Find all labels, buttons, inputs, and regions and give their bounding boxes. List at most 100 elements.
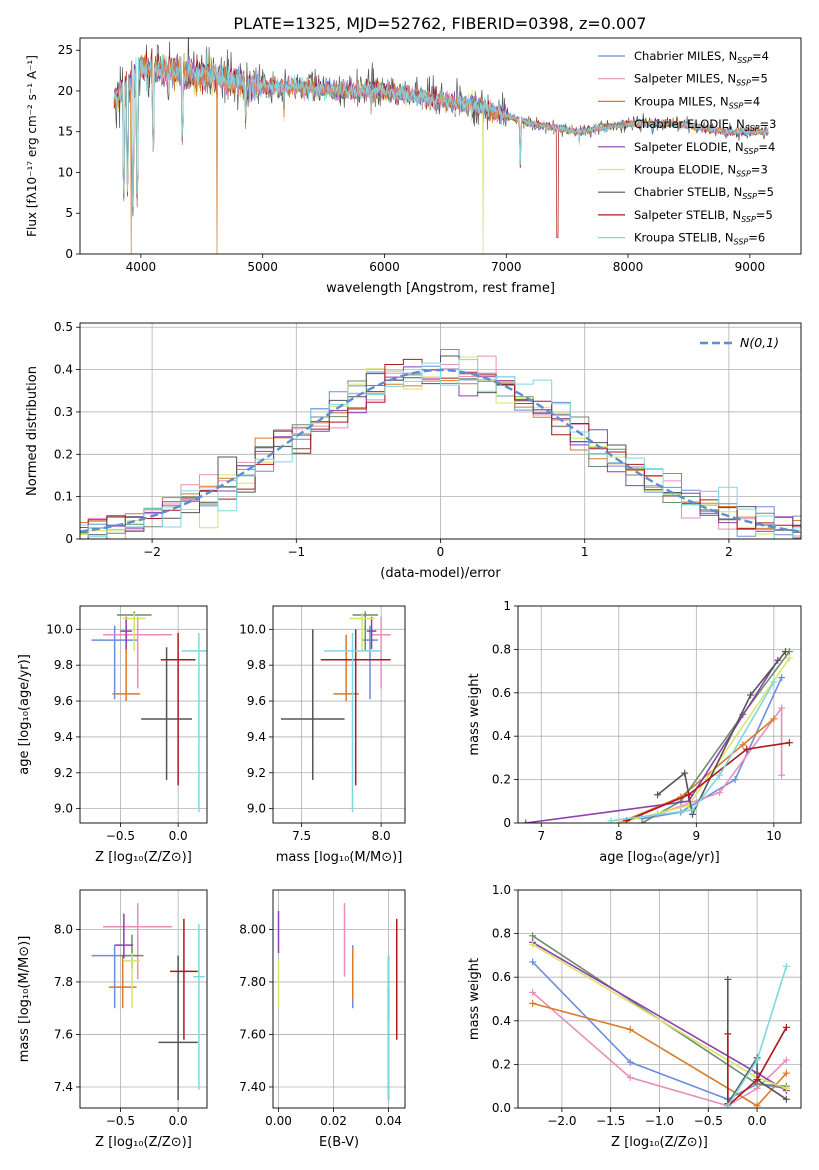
legend-series-name: Kroupa ELODIE	[634, 163, 720, 177]
legend-nssp-eq: =	[748, 231, 758, 245]
y-tick-label: 1.0	[492, 883, 511, 897]
x-axis-label: Z [log₁₀(Z/Z⊙)]	[611, 1135, 708, 1150]
legend-nssp-prefix: , N	[729, 117, 745, 131]
y-tick-label: 7.8	[54, 975, 73, 989]
legend-entry: Kroupa MILES, NSSP=4	[634, 94, 760, 110]
legend-nssp-eq: =	[757, 185, 767, 199]
y-tick-label: 25	[58, 43, 73, 57]
legend-series-name: Chabrier MILES	[634, 49, 721, 63]
histogram-step	[80, 366, 801, 539]
panel-age-vs-mass: 7.5 8.0 9.0 9.2 9.4 9.6 9.8 10.0 mass [log₁₀(M/M…	[239, 605, 406, 865]
y-tick-label: 20	[58, 84, 73, 98]
legend-entry: Salpeter ELODIE, NSSP=4	[634, 140, 775, 156]
x-tick-label: 5000	[247, 260, 278, 274]
y-tick-label: 0.3	[54, 405, 73, 419]
x-tick-label: −2	[143, 545, 161, 559]
y-tick-label: 10.0	[46, 622, 73, 636]
legend-nssp-eq: =	[760, 117, 770, 131]
y-tick-label: 7.60	[239, 1027, 266, 1041]
legend-nssp-subscript: SSP	[745, 124, 760, 133]
legend-series-name: Chabrier ELODIE	[634, 117, 729, 131]
weight-line	[727, 1026, 788, 1108]
panel-massweight-vs-age: 7 8 9 10 0 0.2 0.4 0.6 0.8 1 age [log₁₀(age/yr)] ma…	[467, 599, 802, 865]
legend-series-name: Kroupa MILES	[634, 94, 713, 108]
legend-entry: Salpeter MILES, NSSP=5	[634, 72, 768, 88]
x-tick-label: 0.02	[320, 1114, 347, 1128]
legend-series-name: Salpeter MILES	[634, 72, 720, 86]
y-tick-label: 7.40	[239, 1080, 266, 1094]
y-tick-label: 9.2	[54, 766, 73, 780]
panel-spectrum: 4000 5000 6000 7000 8000 9000 0 5 10 15 20 25 wavele…	[25, 37, 802, 296]
y-tick-label: 9.0	[247, 802, 266, 816]
legend-series-name: Salpeter ELODIE	[634, 140, 728, 154]
x-tick-label: 9000	[735, 260, 766, 274]
y-tick-label: 0	[65, 247, 73, 261]
normal-curve	[80, 368, 801, 533]
legend-series-name: Chabrier STELIB	[634, 185, 726, 199]
figure-title: PLATE=1325, MJD=52762, FIBERID=0398, z=0…	[233, 14, 646, 33]
legend-nssp-subscript: SSP	[742, 192, 757, 201]
legend-nssp-value: 3	[769, 117, 776, 131]
legend-nssp-eq: =	[743, 94, 753, 108]
y-tick-label: 8.0	[54, 922, 73, 936]
x-axis-label: E(B-V)	[319, 1135, 359, 1150]
legend-nssp-eq: =	[751, 163, 761, 177]
legend-nssp-subscript: SSP	[744, 147, 759, 156]
legend-nssp-subscript: SSP	[736, 170, 751, 179]
y-axis-label: mass weight	[467, 673, 482, 755]
legend-entry: Kroupa ELODIE, NSSP=3	[634, 163, 768, 179]
y-tick-label: 9.6	[247, 694, 266, 708]
y-tick-label: 9.0	[54, 802, 73, 816]
y-tick-label: 10	[58, 165, 73, 179]
x-tick-label: 8.0	[372, 829, 391, 843]
y-tick-label: 8.00	[239, 922, 266, 936]
axes-frame	[79, 322, 802, 540]
panel-mass-vs-Z: −0.5 0.0 7.4 7.6 7.8 8.0 Z [log₁₀(Z/Z⊙)] mass […	[17, 889, 208, 1150]
legend-nssp-value: 6	[758, 231, 765, 245]
legend-entry: Chabrier ELODIE, NSSP=3	[634, 117, 776, 133]
y-tick-label: 0.0	[492, 1101, 511, 1115]
y-tick-label: 0.1	[54, 490, 73, 504]
y-tick-label: 15	[58, 125, 73, 139]
axes-frame	[517, 605, 802, 824]
x-axis-label: Z [log₁₀(Z/Z⊙)]	[95, 1135, 192, 1150]
legend-nssp-subscript: SSP	[734, 238, 749, 247]
x-tick-label: 7	[537, 829, 545, 843]
legend-nssp-subscript: SSP	[737, 56, 752, 65]
y-axis-label: Flux [fλ10⁻¹⁷ erg cm⁻² s⁻¹ A⁻¹]	[25, 55, 39, 237]
legend-nssp-eq: =	[752, 49, 762, 63]
y-tick-label: 9.2	[247, 766, 266, 780]
axes-frame	[272, 889, 406, 1109]
x-tick-label: 0.0	[748, 1114, 767, 1128]
y-tick-label: 0.4	[54, 363, 73, 377]
legend-nssp-eq: =	[756, 208, 766, 222]
histogram-step	[80, 374, 801, 534]
x-tick-label: 6000	[369, 260, 400, 274]
panel-age-vs-Z: −0.5 0.0 9.0 9.2 9.4 9.6 9.8 10.0 Z [log₁₀(Z/Z⊙)…	[17, 605, 208, 865]
y-tick-label: 5	[65, 206, 73, 220]
y-tick-label: 9.4	[54, 730, 73, 744]
y-tick-label: 9.6	[54, 694, 73, 708]
legend-nssp-subscript: SSP	[729, 101, 744, 110]
y-tick-label: 0.2	[492, 1057, 511, 1071]
x-tick-label: 2	[725, 545, 733, 559]
legend-nssp-prefix: , N	[721, 49, 737, 63]
axes-frame	[517, 889, 802, 1109]
legend-entry: N(0,1)	[740, 335, 779, 350]
y-tick-label: 0.5	[54, 320, 73, 334]
x-axis-label: Z [log₁₀(Z/Z⊙)]	[95, 850, 192, 865]
axes-frame	[272, 605, 406, 824]
x-tick-label: −1.0	[645, 1114, 674, 1128]
panel-mass-vs-EBV: 0.00 0.02 0.04 7.40 7.60 7.80 8.00 E(B-V)	[239, 889, 406, 1150]
y-axis-label: age [log₁₀(age/yr)]	[17, 654, 32, 775]
spectrum-line	[113, 49, 769, 207]
y-tick-label: 9.8	[54, 658, 73, 672]
x-axis-label: wavelength [Angstrom, rest frame]	[326, 281, 555, 296]
legend-series-name: Salpeter STELIB	[634, 208, 725, 222]
x-tick-label: −0.5	[106, 829, 135, 843]
y-tick-label: 0.8	[492, 927, 511, 941]
legend-entry: Salpeter STELIB, NSSP=5	[634, 208, 773, 224]
legend-nssp-prefix: , N	[720, 163, 736, 177]
y-tick-label: 0	[65, 532, 73, 546]
y-tick-label: 0.4	[492, 729, 511, 743]
